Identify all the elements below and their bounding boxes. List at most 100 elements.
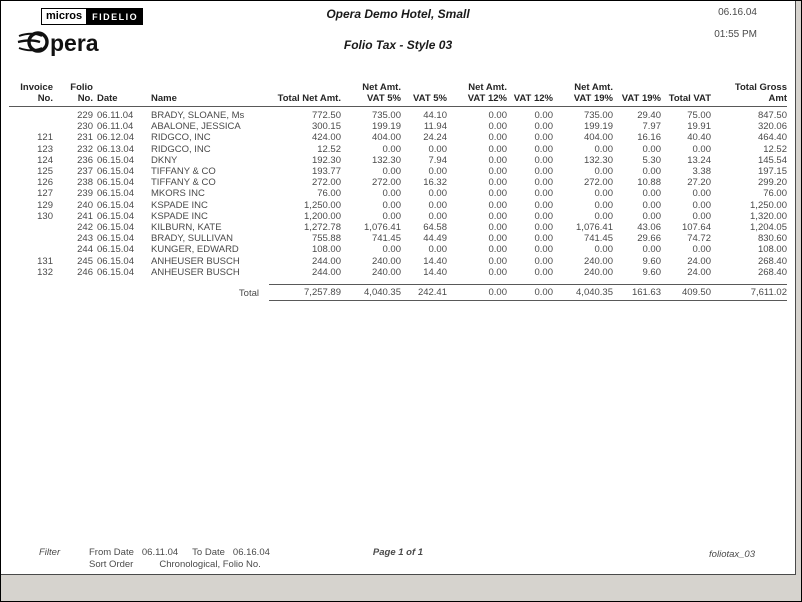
cell: 246 (77, 266, 93, 278)
column-header-12: Total Gross Amt (711, 71, 787, 107)
cell: 0.00 (488, 199, 508, 211)
cell (9, 121, 53, 132)
cell: 404.00 (583, 132, 613, 144)
cell: 0.00 (382, 199, 402, 211)
column-header-label: Total VAT (668, 93, 711, 104)
cell: KSPADE INC (151, 199, 208, 211)
cell: 10.88 (637, 177, 661, 189)
report-title: Folio Tax - Style 03 (343, 38, 453, 52)
cell: 243 (77, 233, 93, 245)
cell: 43.06 (637, 222, 661, 234)
column-header-topline (715, 71, 787, 82)
hotel-name: Opera Demo Hotel, Small (326, 7, 470, 21)
cell (9, 233, 53, 244)
table-row: 126 238 06.15.04 TIFFANY & CO 272.00 272.00 16… (9, 177, 787, 188)
filter-block: From Date 06.11.04 To Date 06.16.04 Sort Or… (89, 547, 270, 571)
cell: 75.00 (687, 110, 711, 121)
column-header-label: Folio No. (70, 82, 93, 104)
cell: 27.20 (687, 177, 711, 189)
cell: 121 (37, 132, 53, 144)
cell: 244.00 (311, 255, 341, 267)
cell: 0.00 (642, 166, 662, 178)
cell: 19.91 (687, 121, 711, 133)
cell: 44.10 (423, 110, 447, 121)
table-row: 229 06.11.04 BRADY, SLOANE, Ms 772.50 735.00… (9, 107, 787, 122)
column-header-topline (617, 82, 661, 93)
cell: DKNY (151, 154, 178, 166)
cell: 29.40 (637, 110, 661, 121)
cell: 424.00 (311, 132, 341, 144)
cell: 0.00 (534, 132, 554, 144)
cell: 44.49 (423, 233, 447, 245)
cell: 1,250.00 (304, 199, 341, 211)
cell: 241 (77, 210, 93, 222)
cell: 0.00 (534, 222, 554, 234)
cell: 9.60 (642, 266, 662, 278)
cell: 229 (77, 110, 93, 121)
cell: 847.50 (757, 110, 787, 121)
cell: 772.50 (311, 110, 341, 121)
cell: 244 (77, 244, 93, 256)
cell: 830.60 (757, 233, 787, 245)
cell (9, 107, 53, 122)
opera-swirl-icon: pera (17, 30, 99, 56)
cell: 125 (37, 166, 53, 178)
cell: 0.00 (428, 143, 448, 155)
sort-order: Sort Order Chronological, Folio No. (89, 559, 270, 571)
cell: 0.00 (534, 244, 554, 256)
cell: 124 (37, 154, 53, 166)
total-label: Total (238, 288, 259, 300)
cell: 236 (77, 154, 93, 166)
cell: 0.00 (642, 244, 662, 256)
total-net-vat5: 4,040.35 (341, 284, 401, 302)
column-header-topline (151, 82, 269, 93)
column-header-9: Net Amt. VAT 19% (553, 71, 613, 107)
cell: 06.15.04 (97, 177, 134, 189)
cell: 232 (77, 143, 93, 155)
cell: 0.00 (594, 210, 614, 222)
cell: 06.11.04 (97, 121, 134, 133)
cell: 0.00 (488, 154, 508, 166)
from-date-value: 06.11.04 (141, 547, 179, 558)
total-row: Total 7,257.89 4,040.35 242.41 0.00 0.00… (9, 284, 787, 302)
cell: 0.00 (534, 210, 554, 222)
cell: 06.15.04 (97, 255, 134, 267)
cell: 12.52 (763, 143, 787, 155)
opera-logo: pera (17, 27, 113, 62)
cell: BRADY, SLOANE, Ms (151, 110, 245, 121)
cell: 11.94 (423, 121, 447, 133)
cell: 0.00 (488, 233, 508, 245)
cell: 0.00 (642, 199, 662, 211)
total-net-amt: 7,257.89 (269, 284, 341, 302)
cell: 0.00 (428, 199, 448, 211)
sort-order-value: Chronological, Folio No. (159, 559, 261, 570)
cell: RIDGCO, INC (151, 143, 211, 155)
cell: 1,250.00 (750, 199, 787, 211)
cell: 240.00 (371, 266, 401, 278)
cell: 245 (77, 255, 93, 267)
cell: 193.77 (311, 166, 341, 178)
cell: 230 (77, 121, 93, 133)
cell: 0.00 (642, 143, 662, 155)
cell: 74.72 (687, 233, 711, 245)
cell: 0.00 (692, 143, 712, 155)
cell: 741.45 (371, 233, 401, 245)
cell: 735.00 (371, 110, 401, 121)
cell: 24.00 (687, 255, 711, 267)
table-row: 121 231 06.12.04 RIDGCO, INC 424.00 404.00 24.… (9, 132, 787, 143)
cell: 735.00 (583, 110, 613, 121)
cell: 464.40 (757, 132, 787, 144)
cell: 0.00 (642, 188, 662, 200)
cell: 240 (77, 199, 93, 211)
column-header-topline (405, 82, 447, 93)
column-header-topline (57, 71, 93, 82)
column-header-topline (13, 71, 53, 82)
cell: 238 (77, 177, 93, 189)
cell: 0.00 (692, 244, 712, 256)
cell: TIFFANY & CO (151, 177, 216, 189)
cell: 132.30 (371, 154, 401, 166)
micros-logo-text: micros (41, 8, 88, 25)
cell: 0.00 (488, 132, 508, 144)
cell: 404.00 (371, 132, 401, 144)
